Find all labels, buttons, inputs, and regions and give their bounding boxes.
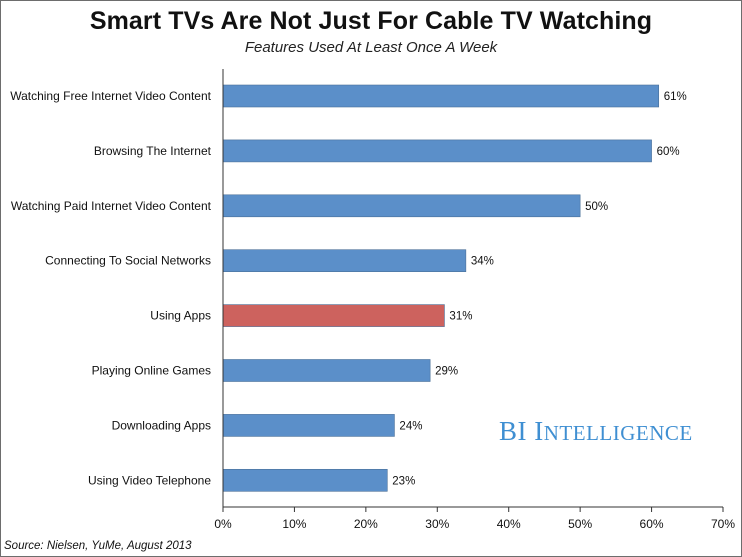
x-tick-label: 40% bbox=[497, 517, 521, 531]
category-label: Watching Paid Internet Video Content bbox=[11, 199, 212, 213]
category-label: Using Video Telephone bbox=[88, 473, 211, 487]
bar-value-label: 23% bbox=[392, 475, 415, 487]
category-label: Using Apps bbox=[150, 309, 211, 323]
bar bbox=[222, 468, 388, 492]
brand-big-i: I bbox=[534, 416, 544, 446]
brand-bi: BI bbox=[499, 416, 535, 446]
bar-value-label: 50% bbox=[585, 201, 608, 213]
x-tick-label: 70% bbox=[711, 517, 735, 531]
category-label: Playing Online Games bbox=[92, 364, 211, 378]
brand-rest: NTELLIGENCE bbox=[543, 421, 693, 445]
bar bbox=[222, 194, 581, 218]
bar-value-label: 60% bbox=[657, 146, 680, 158]
bar bbox=[222, 414, 395, 437]
x-tick-label: 30% bbox=[425, 517, 449, 531]
chart-subtitle: Features Used At Least Once A Week bbox=[244, 39, 498, 56]
source-note: Source: Nielsen, YuMe, August 2013 bbox=[4, 540, 192, 552]
bar bbox=[222, 139, 652, 163]
category-label: Watching Free Internet Video Content bbox=[10, 89, 211, 103]
bar-value-label: 29% bbox=[435, 366, 458, 378]
bar bbox=[222, 84, 660, 108]
bar bbox=[222, 304, 445, 327]
bar bbox=[222, 359, 431, 382]
bar-value-label: 24% bbox=[399, 420, 422, 432]
x-tick-label: 60% bbox=[640, 517, 664, 531]
x-tick-label: 20% bbox=[354, 517, 378, 531]
x-tick-label: 0% bbox=[214, 517, 232, 531]
x-tick-label: 50% bbox=[568, 517, 592, 531]
category-label: Downloading Apps bbox=[112, 418, 211, 432]
chart-title: Smart TVs Are Not Just For Cable TV Watc… bbox=[89, 7, 653, 35]
category-label: Connecting To Social Networks bbox=[45, 254, 211, 268]
bi-intelligence-logo: BI INTELLIGENCE bbox=[499, 416, 693, 447]
bar-value-label: 31% bbox=[449, 311, 472, 323]
bar-value-label: 34% bbox=[471, 256, 494, 268]
bar bbox=[222, 249, 467, 272]
x-tick-label: 10% bbox=[282, 517, 306, 531]
bar-value-label: 61% bbox=[664, 91, 687, 103]
category-label: Browsing The Internet bbox=[94, 144, 212, 158]
